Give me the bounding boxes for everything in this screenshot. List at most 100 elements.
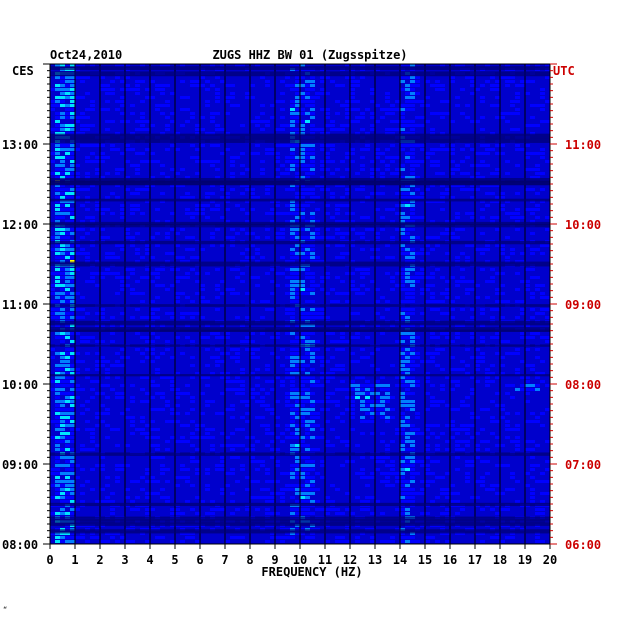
spectrogram-cell bbox=[445, 260, 450, 263]
spectrogram-cell bbox=[310, 352, 315, 355]
spectrogram-cell bbox=[335, 276, 340, 279]
spectrogram-cell bbox=[540, 312, 545, 315]
spectrogram-cell bbox=[395, 156, 400, 159]
spectrogram-cell bbox=[315, 424, 320, 427]
spectrogram-cell bbox=[130, 416, 135, 419]
spectrogram-cell bbox=[60, 540, 65, 543]
spectrogram-cell bbox=[465, 428, 470, 431]
spectrogram-cell bbox=[230, 448, 235, 451]
spectrogram-cell bbox=[305, 168, 310, 171]
spectrogram-cell bbox=[240, 228, 245, 231]
spectrogram-cell bbox=[420, 124, 425, 127]
spectrogram-cell bbox=[520, 260, 525, 263]
spectrogram-cell bbox=[275, 200, 280, 203]
spectrogram-cell bbox=[210, 400, 215, 403]
spectrogram-cell bbox=[265, 540, 270, 543]
spectrogram-cell bbox=[350, 352, 355, 355]
spectrogram-cell bbox=[435, 352, 440, 355]
spectrogram-cell bbox=[55, 316, 60, 319]
spectrogram-cell bbox=[295, 492, 300, 495]
spectrogram-cell bbox=[485, 164, 490, 167]
spectrogram-cell bbox=[310, 368, 315, 371]
spectrogram-cell bbox=[415, 84, 420, 87]
spectrogram-cell bbox=[430, 236, 435, 239]
spectrogram-cell bbox=[485, 376, 490, 379]
spectrogram-cell bbox=[485, 248, 490, 251]
spectrogram-cell bbox=[160, 392, 165, 395]
spectrogram-cell bbox=[375, 256, 380, 259]
spectrogram-cell bbox=[490, 280, 495, 283]
spectrogram-cell bbox=[60, 116, 65, 119]
spectrogram-cell bbox=[55, 396, 60, 399]
spectrogram-cell bbox=[455, 296, 460, 299]
spectrogram-cell bbox=[545, 408, 550, 411]
spectrogram-cell bbox=[345, 460, 350, 463]
spectrogram-cell bbox=[205, 428, 210, 431]
spectrogram-cell bbox=[180, 108, 185, 111]
spectrogram-cell bbox=[430, 276, 435, 279]
spectrogram-cell bbox=[210, 144, 215, 147]
spectrogram-cell bbox=[420, 148, 425, 151]
spectrogram-cell bbox=[300, 192, 305, 195]
spectrogram-cell bbox=[60, 200, 65, 203]
spectrogram-cell bbox=[415, 196, 420, 199]
spectrogram-cell bbox=[70, 396, 75, 399]
spectrogram-cell bbox=[120, 104, 125, 107]
spectrogram-cell bbox=[80, 536, 85, 539]
spectrogram-cell bbox=[165, 468, 170, 471]
spectrogram-cell bbox=[515, 352, 520, 355]
spectrogram-cell bbox=[420, 116, 425, 119]
spectrogram-cell bbox=[385, 464, 390, 467]
spectrogram-cell bbox=[400, 268, 405, 271]
spectrogram-cell bbox=[225, 444, 230, 447]
spectrogram-cell bbox=[385, 444, 390, 447]
spectrogram-cell bbox=[240, 192, 245, 195]
spectrogram-cell bbox=[155, 448, 160, 451]
spectrogram-cell bbox=[335, 340, 340, 343]
spectrogram-cell bbox=[415, 100, 420, 103]
spectrogram-cell bbox=[410, 76, 415, 79]
spectrogram-cell bbox=[400, 300, 405, 303]
spectrogram-cell bbox=[170, 420, 175, 423]
spectrogram-cell bbox=[290, 340, 295, 343]
spectrogram-cell bbox=[310, 484, 315, 487]
spectrogram-cell bbox=[480, 312, 485, 315]
spectrogram-cell bbox=[260, 388, 265, 391]
spectrogram-cell bbox=[530, 308, 535, 311]
spectrogram-cell bbox=[340, 380, 345, 383]
spectrogram-cell bbox=[450, 276, 455, 279]
spectrogram-cell bbox=[485, 296, 490, 299]
spectrogram-cell bbox=[245, 400, 250, 403]
spectrogram-cell bbox=[140, 188, 145, 191]
spectrogram-cell bbox=[280, 236, 285, 239]
spectrogram-cell bbox=[260, 400, 265, 403]
spectrogram-cell bbox=[340, 220, 345, 223]
spectrogram-cell bbox=[305, 356, 310, 359]
spectrogram-cell bbox=[370, 536, 375, 539]
spectrogram-cell bbox=[420, 144, 425, 147]
spectrogram-cell bbox=[470, 196, 475, 199]
spectrogram-cell bbox=[130, 400, 135, 403]
spectrogram-cell bbox=[385, 484, 390, 487]
spectrogram-cell bbox=[505, 420, 510, 423]
spectrogram-cell bbox=[425, 428, 430, 431]
spectrogram-cell bbox=[310, 324, 315, 327]
spectrogram-cell bbox=[330, 508, 335, 511]
spectrogram-cell bbox=[215, 356, 220, 359]
spectrogram-cell bbox=[310, 468, 315, 471]
spectrogram-cell bbox=[440, 88, 445, 91]
spectrogram-cell bbox=[325, 228, 330, 231]
spectrogram-cell bbox=[375, 248, 380, 251]
spectrogram-cell bbox=[260, 160, 265, 163]
spectrogram-cell bbox=[120, 364, 125, 367]
spectrogram-cell bbox=[320, 316, 325, 319]
spectrogram-cell bbox=[365, 392, 370, 395]
spectrogram-cell bbox=[445, 332, 450, 335]
spectrogram-cell bbox=[125, 408, 130, 411]
spectrogram-cell bbox=[290, 220, 295, 223]
spectrogram-cell bbox=[365, 196, 370, 199]
spectrogram-cell bbox=[55, 376, 60, 379]
spectrogram-cell bbox=[465, 372, 470, 375]
spectrogram-cell bbox=[235, 392, 240, 395]
spectrogram-cell bbox=[460, 368, 465, 371]
